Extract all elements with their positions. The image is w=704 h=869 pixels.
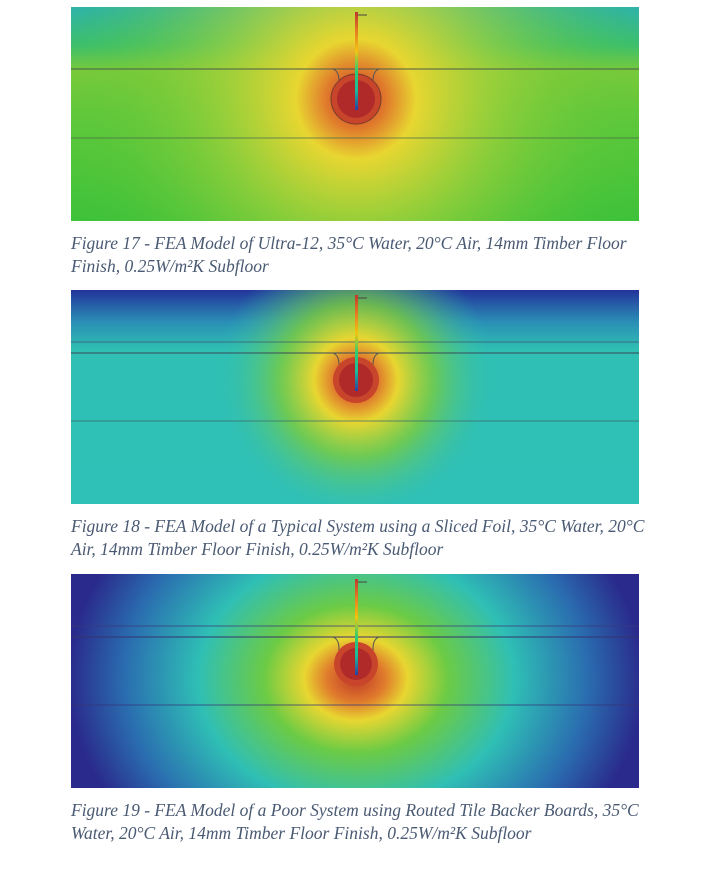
fea-model-image-17 — [71, 7, 639, 221]
fea-model-image-18 — [71, 290, 639, 504]
figure-caption-18: Figure 18 - FEA Model of a Typical Syste… — [71, 516, 645, 559]
figure-caption-19: Figure 19 - FEA Model of a Poor System u… — [71, 800, 639, 843]
figure-caption-17: Figure 17 - FEA Model of Ultra-12, 35°C … — [71, 233, 627, 276]
fea-model-image-19 — [71, 574, 639, 788]
